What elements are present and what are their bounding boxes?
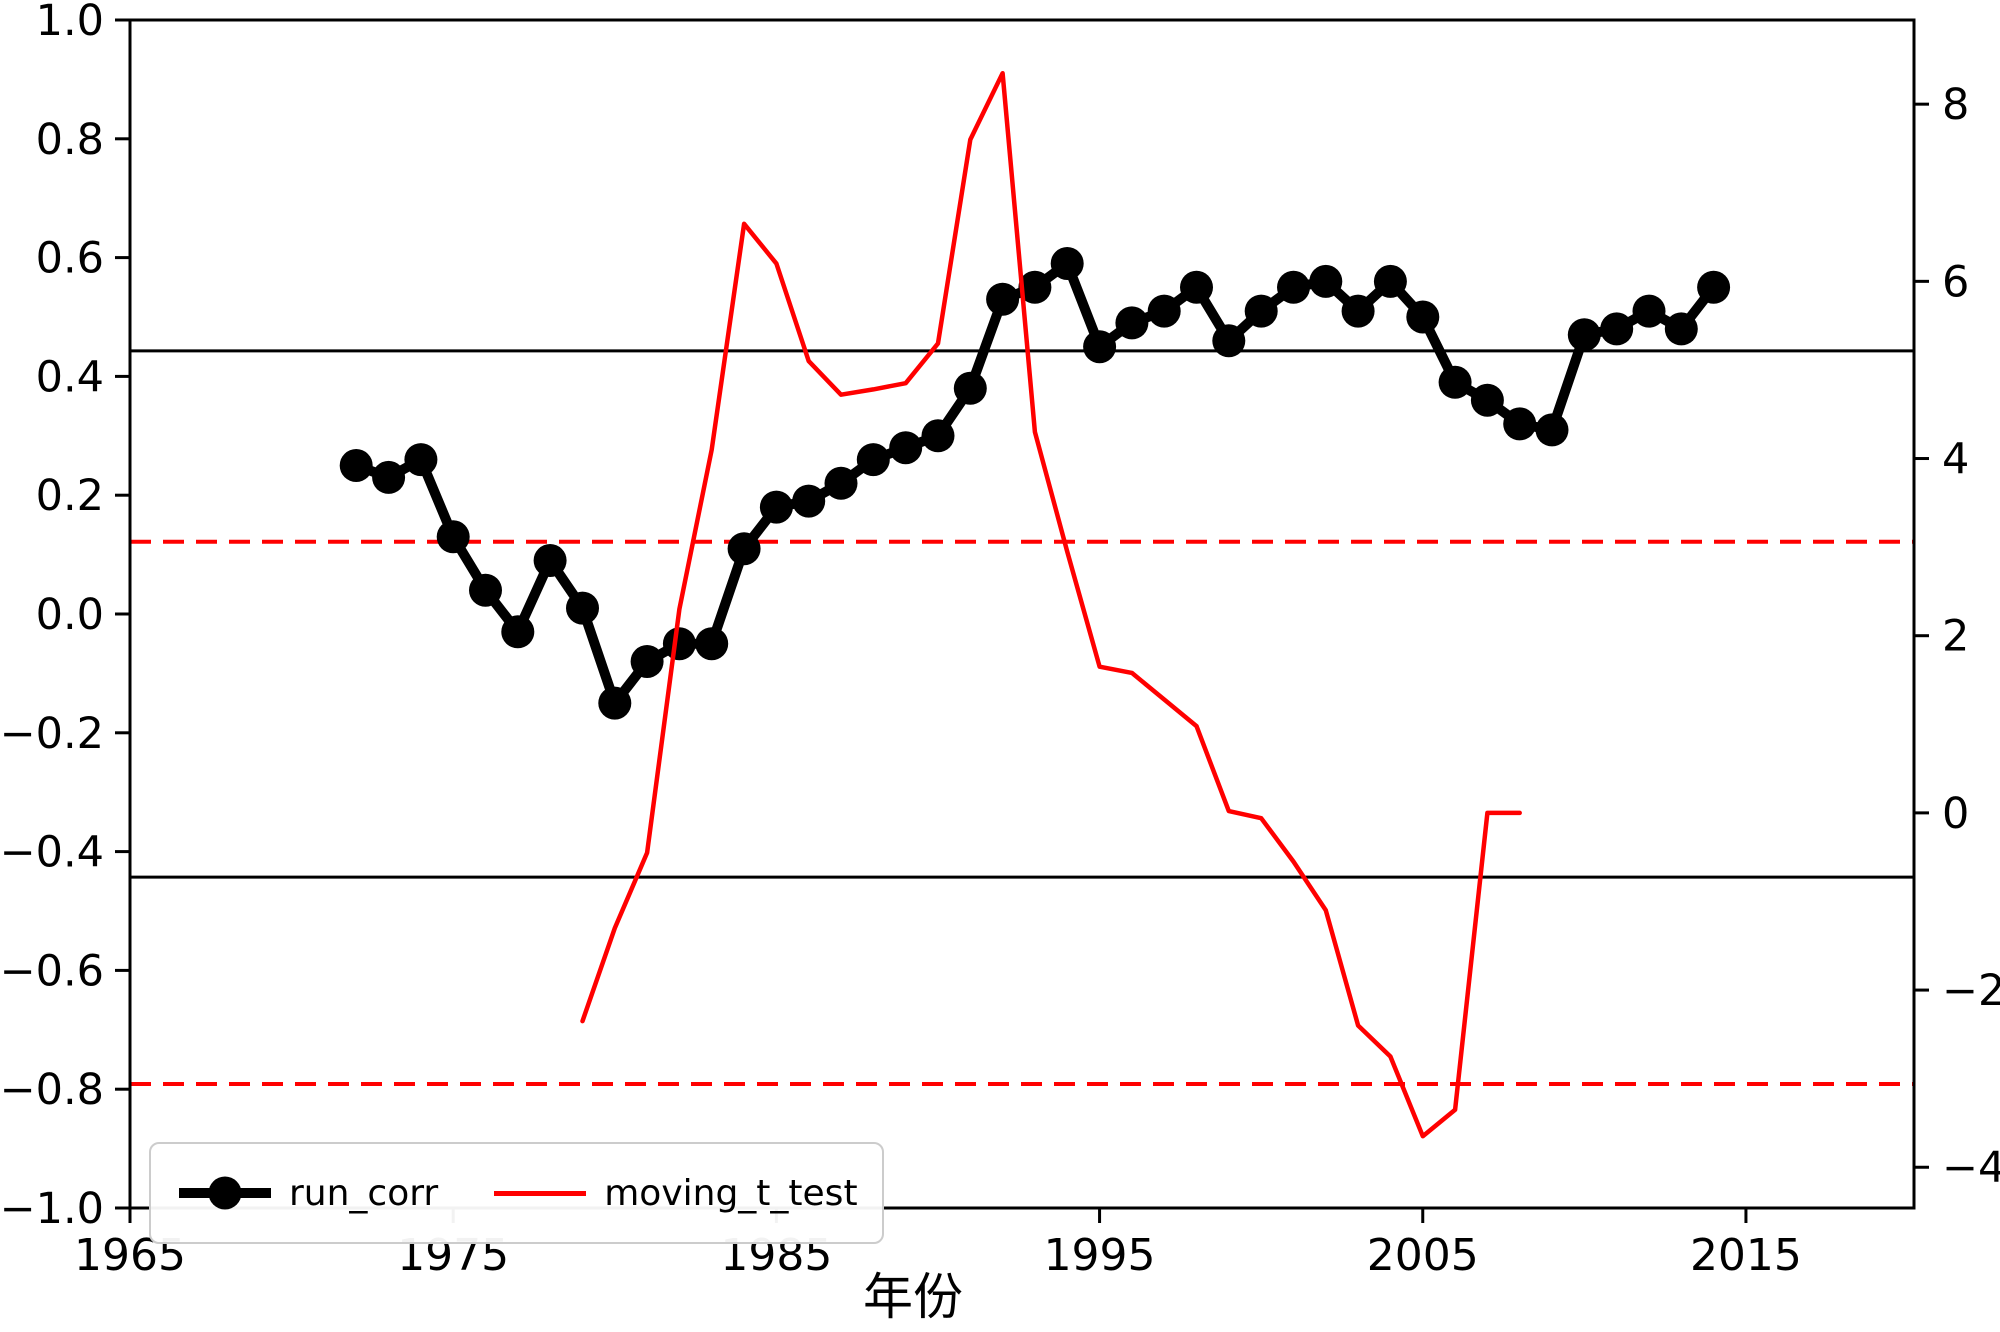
run-corr-marker	[1309, 264, 1343, 298]
left-y-tick-label: 0.8	[36, 115, 104, 165]
run-corr-marker	[566, 591, 599, 625]
run-corr-marker	[1632, 294, 1666, 328]
left-y-tick-label: −0.4	[0, 828, 104, 878]
run-corr-line-sample-icon	[179, 1176, 271, 1210]
run-corr-marker	[372, 460, 406, 494]
legend-label-run-corr: run_corr	[289, 1172, 439, 1214]
run-corr-marker	[986, 282, 1020, 316]
run-corr-marker	[1567, 318, 1601, 352]
run-corr-marker	[1083, 330, 1117, 364]
run-corr-marker	[759, 490, 793, 524]
run-corr-marker	[1277, 270, 1310, 304]
run-corr-marker	[469, 573, 502, 607]
x-axis-label: 年份	[863, 1268, 963, 1326]
run-corr-marker	[856, 443, 890, 477]
left-y-tick-label: −0.2	[0, 709, 104, 759]
left-y-tick-label: 0.4	[36, 352, 104, 402]
left-y-tick-label: −0.8	[0, 1065, 104, 1115]
left-y-tick-label: 1.0	[36, 0, 104, 46]
run-corr-marker	[1664, 312, 1698, 346]
run-corr-marker	[1600, 312, 1634, 346]
run-corr-marker	[339, 449, 373, 482]
right-y-tick-label: −4	[1942, 1143, 2000, 1193]
plot-border	[128, 18, 1916, 1210]
run-corr-marker	[727, 532, 761, 566]
legend: run_corr moving_t_test	[149, 1142, 884, 1244]
right-y-tick-label: 6	[1942, 257, 1969, 307]
right-y-tick-label: 0	[1942, 789, 1969, 839]
run-corr-marker	[824, 466, 858, 500]
right-y-tick-label: 8	[1942, 80, 1969, 130]
left-y-tick-label: 0.6	[36, 234, 104, 284]
left-y-tick-label: −0.6	[0, 946, 104, 996]
run-corr-marker	[889, 431, 923, 465]
run-corr-marker	[1503, 407, 1537, 441]
x-tick-label: 1995	[1044, 1230, 1156, 1281]
run-corr-marker	[1438, 365, 1472, 399]
run-corr-marker	[1406, 300, 1440, 334]
run-corr-marker	[1147, 294, 1181, 328]
left-y-tick-label: 0.2	[36, 471, 104, 521]
run-corr-marker	[1212, 324, 1246, 358]
x-tick-label: 2015	[1690, 1230, 1802, 1281]
run-corr-marker	[501, 615, 535, 649]
left-y-tick-label: 0.0	[36, 590, 104, 640]
run-corr-marker	[1115, 306, 1149, 340]
run-corr-marker	[533, 544, 567, 577]
run-corr-marker	[436, 520, 470, 554]
run-corr-marker	[695, 627, 729, 661]
run-corr-marker	[921, 419, 955, 453]
left-y-tick-label: −1.0	[0, 1184, 104, 1234]
moving-t-test-line-sample-icon	[494, 1190, 587, 1196]
run-corr-marker	[662, 627, 696, 661]
right-y-tick-label: −2	[1942, 966, 2000, 1016]
run-corr-marker	[792, 484, 826, 518]
legend-item-run-corr: run_corr	[179, 1173, 438, 1214]
run-corr-marker	[1244, 294, 1278, 328]
run-corr-marker	[1373, 264, 1407, 298]
run-corr-marker-icon	[208, 1176, 242, 1210]
run-corr-marker	[1180, 270, 1213, 304]
run-corr-marker	[598, 686, 632, 720]
right-y-tick-label: 2	[1942, 612, 1969, 662]
run-corr-line	[351, 258, 1719, 709]
x-tick-label: 2005	[1367, 1230, 1479, 1281]
run-corr-marker	[1341, 294, 1375, 328]
run-corr-marker	[630, 645, 664, 678]
run-corr-marker	[1697, 270, 1731, 304]
run-corr-marker	[1535, 413, 1569, 447]
legend-label-moving-t-test: moving_t_test	[604, 1172, 858, 1214]
legend-item-moving-t-test: moving_t_test	[494, 1172, 858, 1214]
run-corr-marker	[1050, 247, 1084, 280]
run-corr-marker	[1470, 383, 1504, 417]
run-corr-marker	[404, 443, 438, 477]
right-y-tick-label: 4	[1942, 435, 1969, 485]
run-corr-marker	[953, 371, 987, 405]
run-corr-marker	[1018, 270, 1052, 304]
moving-t-test-line	[580, 70, 1522, 1139]
